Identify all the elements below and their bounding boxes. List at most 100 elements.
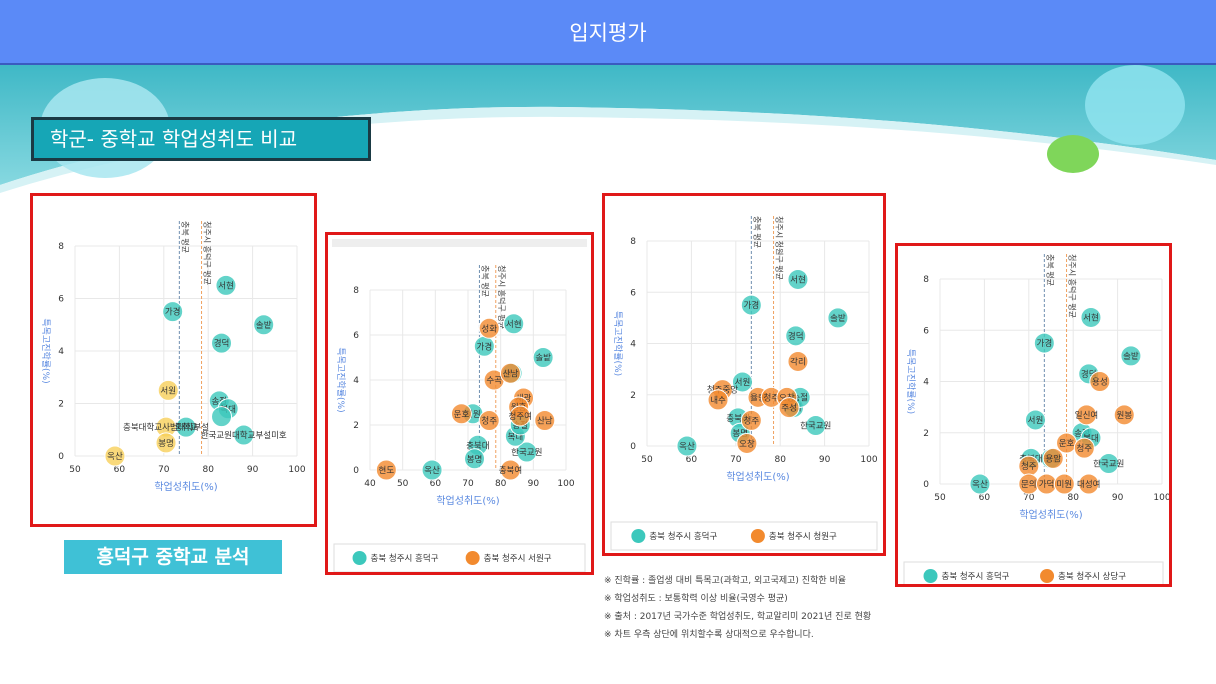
data-point-label: 충북대 (726, 414, 749, 424)
scatter-chart-3: 50 60 70 80 90 100 0 2 4 6 8 학업성취도(%) 특목고진학률(%) 충북 평균… (610, 216, 878, 551)
data-point (464, 448, 486, 470)
data-point-label: 서현 (1083, 313, 1099, 323)
x-tick-label: 80 (202, 465, 214, 475)
data-point-label: 운호 (1059, 439, 1075, 449)
data-point-label: 서원 (465, 410, 481, 420)
data-point (1113, 404, 1135, 426)
data-point-label: 봉명 (158, 438, 174, 449)
reference-line-label: 충북 평균 (180, 221, 190, 253)
data-point (233, 424, 255, 446)
x-tick-label: 100 (860, 455, 877, 465)
data-point-label: 가경 (744, 300, 760, 311)
data-point-label: 용성 (1092, 378, 1108, 388)
data-point-label: 수곡 (486, 376, 502, 386)
data-point (707, 389, 729, 411)
data-point (1080, 306, 1102, 328)
x-tick-label: 70 (1023, 493, 1035, 503)
data-point-label: 경덕 (788, 331, 804, 342)
data-point (740, 409, 762, 431)
data-point-label: 충북여 (499, 465, 522, 476)
legend-label: 충북 청주시 흥덕구 (371, 553, 439, 564)
footnote: ※ 출처 : 2017년 국가수준 학업성취도, 학교알리미 2021년 진로 … (604, 612, 872, 622)
legend-box (903, 561, 1164, 584)
chart-panel-3: 50 60 70 80 90 100 0 2 4 6 8 학업성취도(%) 특목고진학률(%) 충북 평균… (602, 193, 886, 556)
legend-label: 충북 청주시 흥덕구 (942, 571, 1010, 582)
y-tick-label: 4 (630, 340, 636, 350)
data-point-label: 청주 (1021, 462, 1037, 472)
x-tick-label: 80 (495, 479, 507, 489)
data-point (731, 371, 753, 393)
data-point-label: 대성여 (1077, 479, 1100, 490)
footnote: ※ 진학률 : 졸업생 대비 특목고(과학고, 외고국제고) 진학한 비율 (604, 576, 847, 586)
data-point (215, 274, 237, 296)
y-tick-label: 6 (58, 295, 64, 305)
chart-panel-1: 50 60 70 80 90 100 0 2 4 6 8 학업성취도(%) 특목고진학률(%) 충북 평균… (30, 193, 317, 527)
y-tick-label: 0 (923, 480, 929, 490)
data-point-label: 복대 (508, 432, 524, 442)
data-point-label: 봉명 (467, 454, 483, 465)
data-point (736, 432, 758, 454)
y-tick-label: 6 (923, 326, 929, 336)
data-point-label: 서현 (506, 320, 522, 330)
x-tick-label: 80 (1067, 493, 1079, 503)
y-tick-label: 8 (58, 242, 64, 252)
data-point (211, 332, 233, 354)
y-tick-label: 2 (630, 391, 636, 401)
data-point-label: 옥산 (679, 441, 695, 452)
data-point-label: 청주여 (509, 411, 532, 422)
legend-label: 충북 청주시 서원구 (484, 554, 552, 564)
data-point-label: 가덕 (1039, 479, 1055, 490)
x-axis-label: 학업성취도(%) (154, 480, 217, 493)
data-point (253, 314, 275, 336)
data-point (503, 313, 525, 335)
reference-line-label: 청주시 흥덕구 평균 (1068, 254, 1078, 318)
data-point (421, 459, 443, 481)
data-point-label: 미원 (1056, 480, 1072, 490)
legend-marker (1040, 569, 1055, 583)
y-tick-label: 0 (353, 466, 359, 476)
y-tick-label: 0 (58, 452, 64, 462)
chart-top-strip (332, 239, 587, 247)
y-axis-label: 특목고진학률(%) (905, 349, 916, 414)
legend-marker (352, 551, 367, 565)
data-point-label: 옥산 (972, 479, 988, 490)
chart-panel-2: 40 50 60 70 80 90 100 0 2 4 6 8 학업성취도(%) 특목고진학률(%) 충북 … (325, 232, 594, 575)
x-tick-label: 50 (641, 455, 653, 465)
legend-label: 충북 청주시 청원구 (769, 532, 837, 542)
x-axis-label: 학업성취도(%) (436, 494, 499, 507)
x-tick-label: 70 (730, 455, 742, 465)
data-point-label: 복대 (1083, 434, 1099, 444)
data-point-label: 한국교원대학교부설미호 (201, 430, 287, 441)
data-point-label: 가경 (1037, 338, 1053, 349)
reference-line-label: 충북 평균 (1045, 254, 1055, 286)
y-tick-label: 2 (923, 429, 929, 439)
x-tick-label: 60 (979, 493, 991, 503)
y-axis-label: 특목고진학률(%) (335, 347, 346, 412)
x-axis-label: 학업성취도(%) (1019, 508, 1082, 521)
legend-box (610, 521, 878, 551)
data-point (1098, 453, 1120, 474)
legend-marker (465, 551, 480, 565)
x-tick-label: 90 (247, 465, 259, 475)
data-point (157, 379, 179, 401)
data-point-label: 서현 (790, 275, 806, 285)
data-point-label: 서원 (735, 378, 751, 388)
data-point-label: 운호 (454, 410, 470, 420)
y-axis-label: 특목고진학률(%) (612, 311, 623, 376)
y-tick-label: 2 (353, 421, 359, 431)
data-point-label: 서현 (218, 281, 234, 291)
data-point-label: 청주 (481, 417, 497, 427)
footnote: ※ 차트 우측 상단에 위치할수록 상대적으로 우수합니다. (604, 630, 814, 640)
x-tick-label: 40 (364, 479, 376, 489)
y-tick-label: 8 (353, 286, 359, 296)
reference-line-label: 청주시 흥덕구 평균 (497, 265, 507, 329)
data-point-label: 가경 (477, 341, 493, 352)
legend-label: 충북 청주시 상당구 (1058, 571, 1126, 582)
data-point (534, 410, 556, 431)
y-tick-label: 8 (923, 275, 929, 285)
data-point-label: 서원 (1028, 416, 1044, 426)
data-point-label: 송절 (792, 393, 808, 403)
data-point-label: 청주 (763, 393, 779, 403)
data-point-label: 율량 (750, 392, 766, 403)
data-point (805, 415, 827, 436)
